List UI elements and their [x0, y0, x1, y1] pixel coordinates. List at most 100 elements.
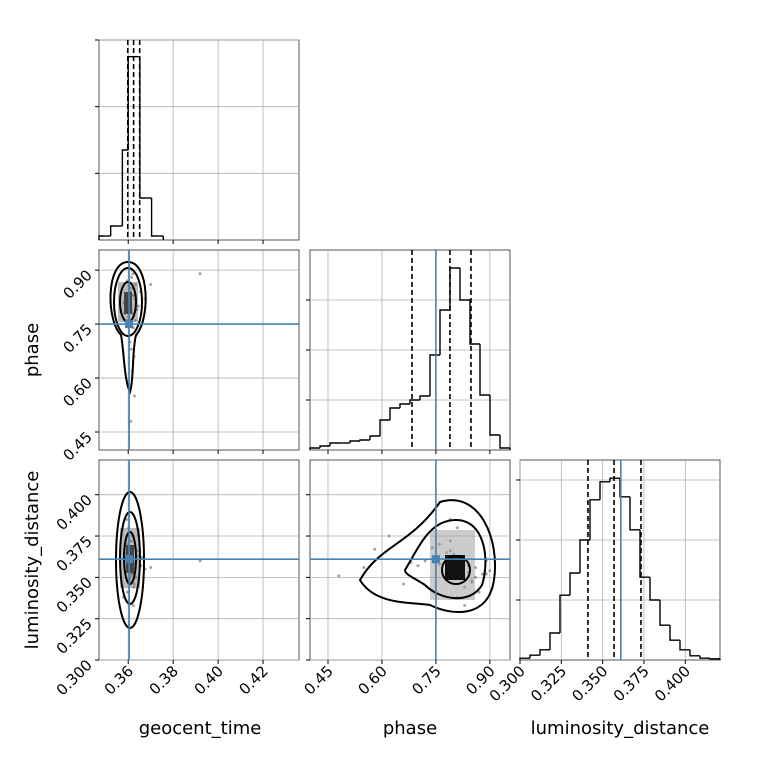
hist-bin [309, 447, 320, 450]
hist-bin [669, 625, 680, 641]
sample-point [129, 419, 133, 423]
hist-bin [389, 407, 400, 420]
sample-point [149, 283, 153, 287]
contour [403, 518, 487, 600]
y-tick-label: 0.75 [59, 320, 95, 356]
hist-bin [599, 481, 610, 500]
panel-frame [98, 39, 300, 241]
sample-point [131, 272, 135, 276]
hist-bin [589, 499, 600, 540]
hist-bin [409, 399, 420, 404]
x-tick-label: 0.42 [236, 662, 272, 698]
sample-point [198, 559, 202, 563]
y-tick-label: 0.375 [53, 532, 96, 575]
hist-bin [98, 235, 105, 240]
sample-point [455, 526, 459, 530]
sample-point [149, 565, 153, 569]
sample-point [463, 603, 467, 607]
hist-bin [649, 577, 660, 601]
sample-point [198, 272, 202, 276]
hist-bin [709, 658, 720, 660]
hist-bin [109, 225, 117, 236]
hist-bin [689, 649, 700, 657]
density-cell [118, 282, 138, 322]
x-tick-label: 0.60 [354, 662, 390, 698]
sample-point [477, 590, 481, 594]
hist-bin [639, 529, 650, 578]
hist-bin [659, 599, 670, 626]
x-tick-label: 0.75 [408, 662, 444, 698]
hist-bin [150, 198, 158, 237]
sample-point [125, 590, 129, 594]
sample-point [373, 547, 377, 551]
panel [98, 249, 300, 451]
y-axis-label: phase [22, 323, 43, 377]
y-tick-label: 0.45 [59, 428, 95, 464]
sample-point [362, 565, 366, 569]
hist-bin [469, 300, 480, 345]
hist-bin [479, 344, 490, 396]
hist-bin [359, 439, 370, 441]
truth-marker [431, 555, 440, 564]
hist-bin [629, 496, 640, 531]
truth-marker [125, 320, 134, 329]
sample-point [130, 275, 134, 279]
x-tick-label: 0.36 [101, 662, 137, 698]
contour [441, 555, 471, 585]
sample-point [129, 347, 133, 351]
hist-bin [559, 594, 570, 633]
hist-bin [539, 649, 550, 656]
hist-bin [459, 268, 470, 301]
hist-bin [569, 572, 580, 596]
hist-bin [579, 539, 590, 573]
hist-bin [319, 445, 330, 448]
y-tick-label: 0.60 [59, 374, 95, 410]
y-axis-label: luminosity_distance [22, 471, 43, 650]
contour [358, 499, 496, 614]
sample-point [387, 534, 391, 538]
y-tick-label: 0.90 [59, 266, 95, 302]
contour [119, 511, 141, 605]
contour [115, 491, 145, 629]
hist-bin [349, 440, 360, 443]
sample-point [488, 569, 492, 573]
y-tick-label: 0.350 [53, 573, 96, 616]
hist-bin [679, 640, 690, 651]
hist-bin [619, 478, 630, 498]
hist-bin [519, 657, 530, 660]
x-tick-label: 0.350 [568, 662, 611, 705]
hist-bin [399, 403, 410, 408]
x-tick-label: 0.375 [610, 662, 653, 705]
x-tick-label: 0.38 [146, 662, 182, 698]
sample-point [337, 574, 341, 578]
hist-bin [699, 655, 710, 659]
y-tick-label: 0.325 [53, 615, 96, 658]
contour [113, 267, 143, 337]
x-tick-label: 0.45 [300, 662, 336, 698]
y-tick-label: 0.400 [53, 491, 96, 534]
hist-bin [549, 632, 560, 650]
hist-bin [439, 309, 450, 355]
x-tick-label: 0.325 [527, 662, 570, 705]
hist-bin [419, 395, 430, 400]
x-axis-label: geocent_time [139, 718, 262, 739]
sample-point [133, 394, 137, 398]
sample-point [131, 603, 135, 607]
sample-point [423, 559, 427, 563]
hist-bin [121, 149, 129, 226]
panel [98, 39, 300, 241]
contour [109, 260, 147, 395]
x-axis-label: luminosity_distance [531, 718, 710, 739]
y-tick-label: 0.300 [53, 656, 96, 699]
hist-bin [499, 435, 510, 449]
x-tick-label: 0.40 [191, 662, 227, 698]
hist-bin [379, 419, 390, 436]
sample-point [402, 582, 406, 586]
hist-bin [369, 435, 380, 440]
hist-bin [609, 477, 620, 482]
hist-bin [139, 56, 146, 199]
x-tick-label: 0.400 [651, 662, 694, 705]
x-axis-label: phase [383, 718, 437, 739]
truth-marker [125, 555, 134, 564]
